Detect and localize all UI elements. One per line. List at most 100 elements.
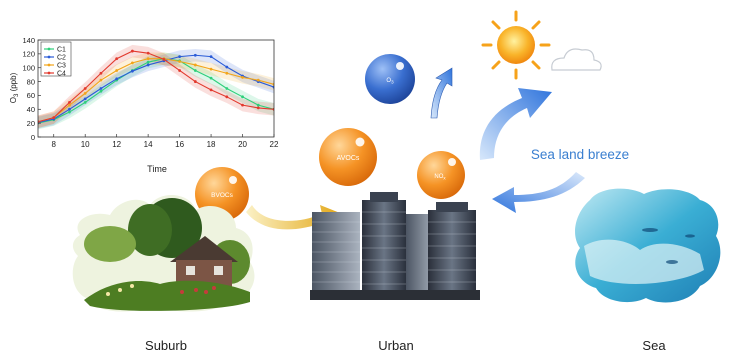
x-tick-label: 18 [207, 140, 216, 149]
y-tick-label: 140 [22, 36, 35, 45]
data-point-c3 [115, 69, 119, 72]
series-line-c1 [38, 58, 274, 124]
bvocs-transport-arrow [246, 205, 340, 232]
legend-marker-c1 [47, 47, 51, 51]
y-tick-label: 80 [27, 77, 35, 86]
data-point-c4 [99, 71, 103, 75]
x-tick-label: 20 [238, 140, 247, 149]
x-tick-label: 16 [175, 140, 184, 149]
data-point-c2 [178, 55, 182, 59]
data-point-c3 [256, 78, 260, 82]
sea-breeze-arrow [492, 172, 585, 213]
legend-marker-c2 [47, 55, 51, 59]
data-point-c4 [178, 69, 182, 72]
data-point-c4 [256, 106, 260, 110]
data-point-c2 [146, 63, 150, 67]
nox-bubble: NOx [417, 151, 465, 199]
svg-text:NOx: NOx [434, 174, 446, 181]
uncertainty-bands [38, 44, 274, 130]
data-point-c3 [131, 61, 134, 65]
data-point-c2 [99, 87, 103, 90]
data-point-c2 [193, 53, 197, 57]
updraft-arrow [479, 88, 552, 160]
data-point-c2 [115, 77, 119, 81]
data-point-c1 [193, 69, 197, 72]
legend-label-c1: C1 [57, 47, 66, 54]
x-tick-label: 22 [270, 140, 279, 149]
series-band-c3 [38, 52, 274, 128]
data-point-c3 [225, 71, 229, 75]
x-axis-ticks: 8 10 12 14 16 18 20 22 [52, 134, 279, 149]
data-point-c4 [209, 88, 213, 92]
data-point-c1 [68, 110, 71, 114]
data-point-c1 [241, 95, 244, 99]
data-point-c4 [146, 51, 150, 55]
o3-up-arrow [430, 67, 453, 119]
y-tick-label: 120 [22, 50, 35, 59]
series-band-c4 [38, 44, 274, 128]
svg-text:BVOCs: BVOCs [211, 192, 233, 199]
legend-label-c4: C4 [57, 71, 66, 78]
legend-label-c2: C2 [57, 55, 66, 62]
legend-marker-c4 [47, 71, 51, 75]
data-point-c4 [241, 103, 244, 107]
x-tick-label: 8 [52, 140, 57, 149]
x-tick-label: 14 [144, 140, 153, 149]
series-line-c2 [38, 54, 274, 123]
y-tick-label: 100 [22, 64, 35, 73]
data-point-c4 [83, 87, 87, 90]
sea-label: Sea [642, 338, 666, 353]
data-point-c2 [68, 107, 71, 111]
svg-text:AVOCs: AVOCs [337, 155, 360, 162]
y-axis-label: O3 (ppb) [9, 72, 20, 103]
data-point-c2 [209, 55, 213, 59]
x-axis-label: Time [147, 164, 167, 174]
data-point-c1 [146, 60, 150, 64]
data-point-c1 [99, 89, 103, 93]
data-point-c3 [83, 91, 87, 95]
svg-text:O3: O3 [386, 78, 394, 85]
data-point-c2 [83, 97, 87, 101]
series-band-c1 [38, 52, 274, 130]
data-point-c3 [178, 60, 182, 63]
data-point-c4 [162, 58, 166, 61]
data-point-c3 [68, 103, 71, 107]
cloud-icon [551, 48, 602, 71]
urban-buildings-illustration [310, 192, 480, 300]
data-point-c1 [209, 76, 213, 80]
legend-label-c3: C3 [57, 63, 66, 70]
o3-bubble: O3 [365, 54, 415, 104]
y-tick-label: 0 [31, 133, 35, 142]
series-lines [38, 49, 274, 125]
data-point-c3 [146, 57, 150, 61]
suburb-house-illustration [72, 194, 255, 312]
series-line-c4 [38, 50, 274, 123]
urban-label: Urban [378, 338, 413, 353]
legend-marker-c3 [47, 63, 51, 67]
data-point-c4 [131, 49, 134, 53]
data-point-c3 [241, 76, 244, 79]
data-point-c4 [68, 100, 71, 104]
data-point-c4 [52, 116, 56, 119]
data-point-c3 [209, 67, 213, 71]
y-tick-label: 60 [27, 91, 35, 100]
sun-icon [481, 10, 551, 80]
plot-frame [37, 39, 275, 138]
x-tick-label: 10 [81, 140, 90, 149]
x-tick-label: 12 [112, 140, 121, 149]
y-tick-label: 20 [27, 119, 35, 128]
data-point-c1 [225, 87, 229, 90]
avocs-bubble: AVOCs [319, 128, 377, 186]
series-line-c3 [38, 58, 274, 123]
y-axis-ticks: 0 20 40 60 80 100 120 140 [22, 36, 41, 142]
data-point-c3 [193, 63, 197, 67]
data-point-c4 [225, 95, 229, 99]
sea-land-breeze-label: Sea land breeze [531, 147, 629, 162]
data-point-c1 [256, 103, 260, 107]
suburb-label: Suburb [145, 338, 187, 353]
y-tick-label: 40 [27, 105, 35, 114]
data-point-c2 [225, 65, 229, 69]
